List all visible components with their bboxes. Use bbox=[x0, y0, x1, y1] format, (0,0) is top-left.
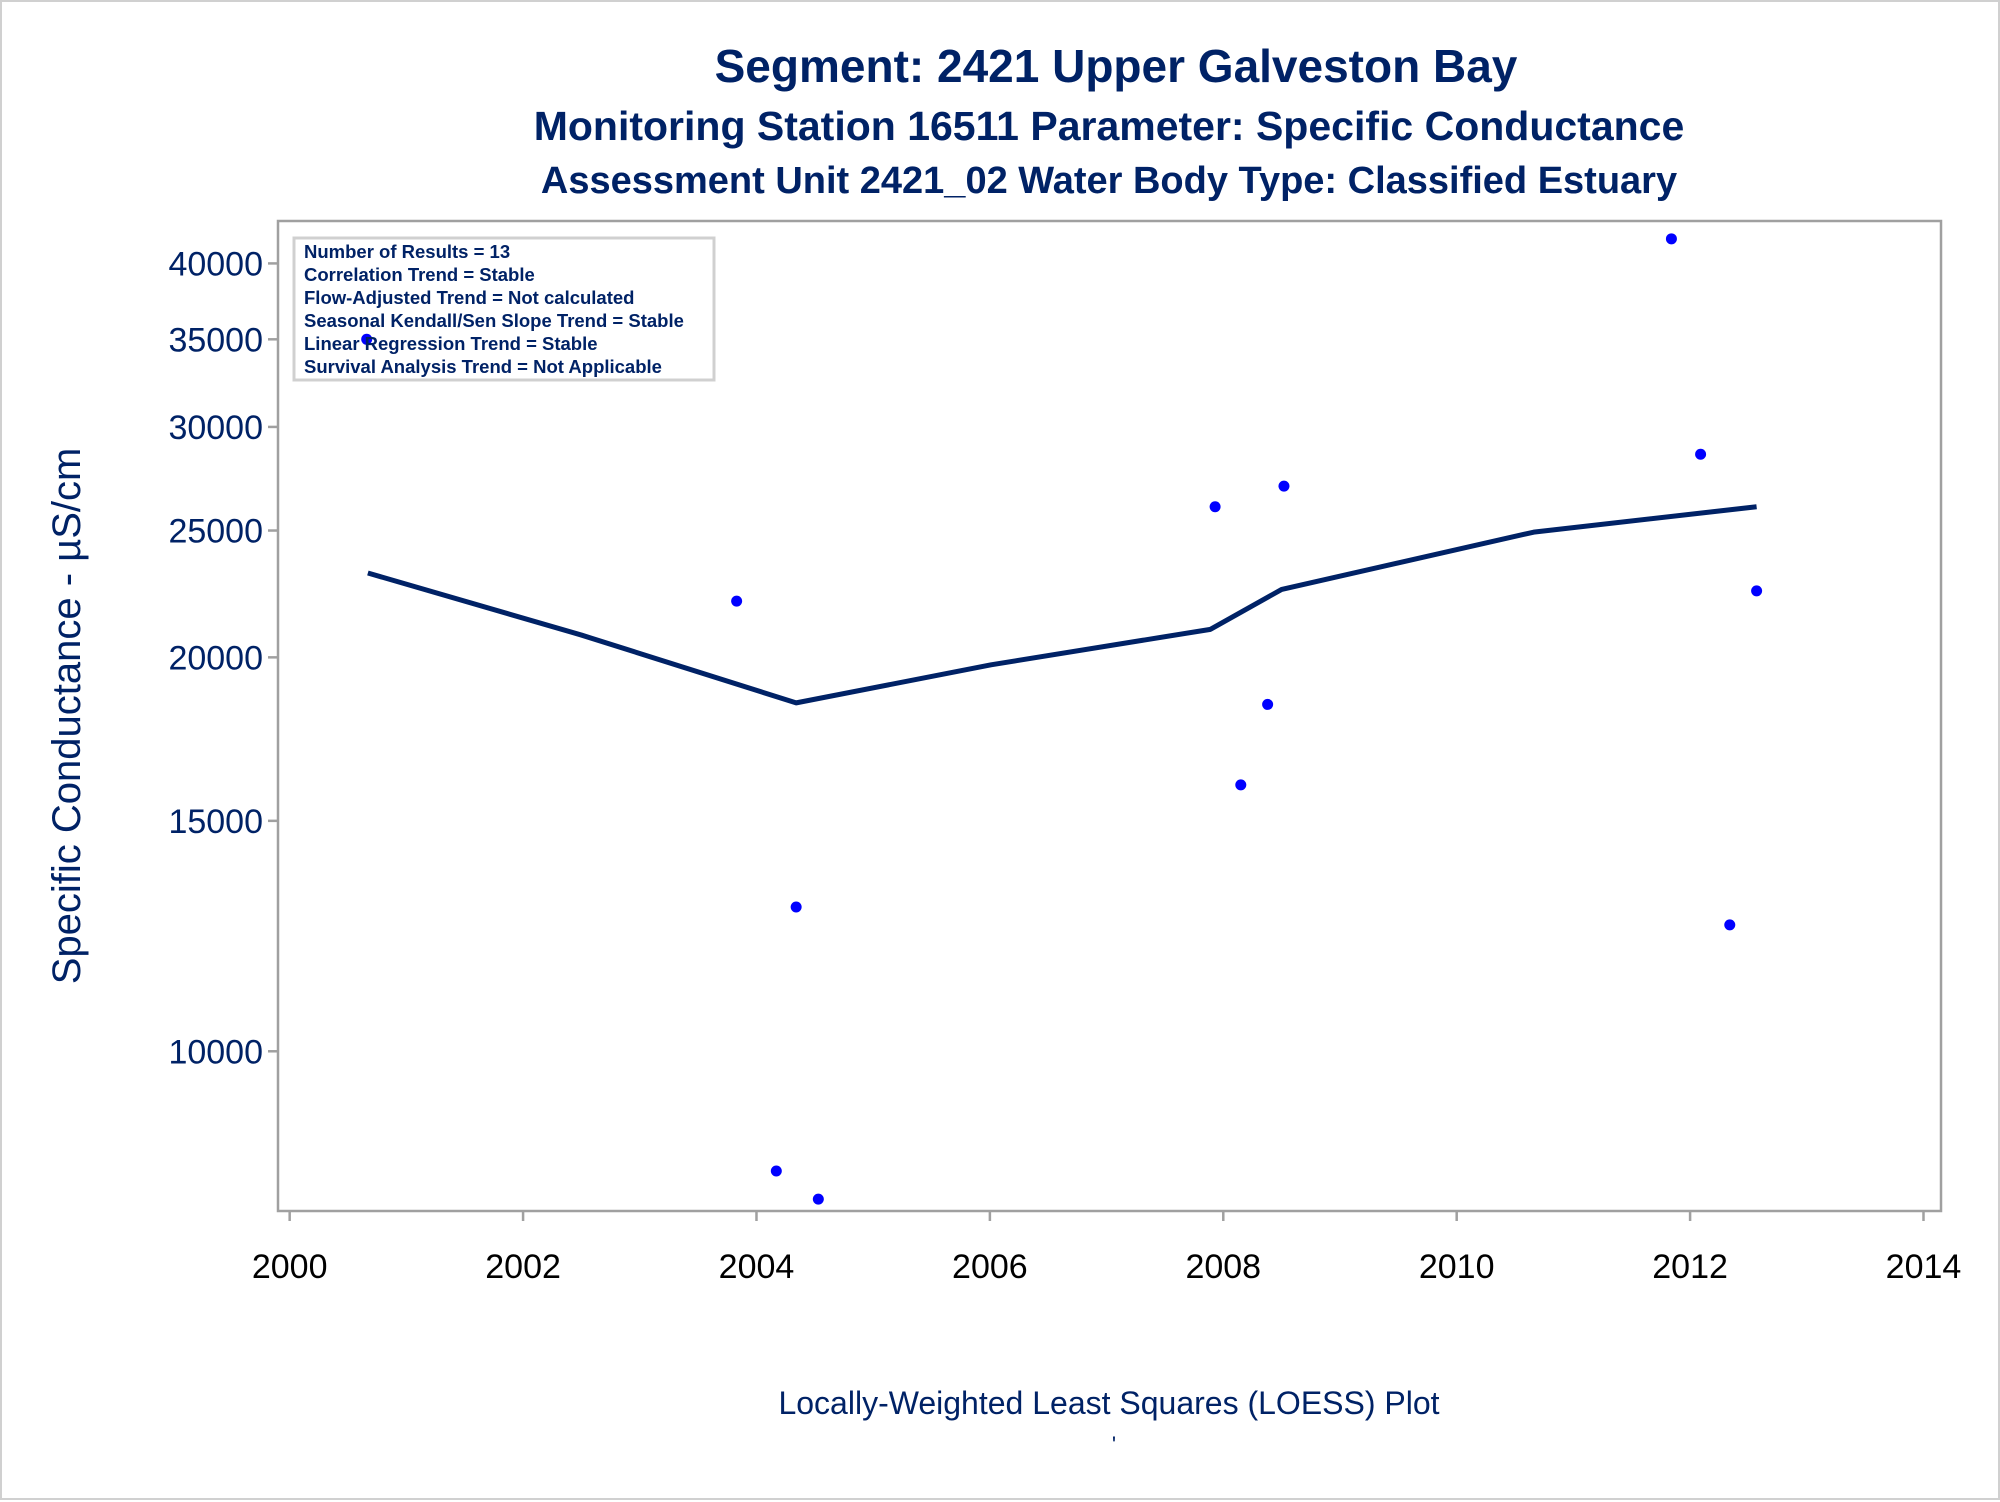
legend-line: Survival Analysis Trend = Not Applicable bbox=[304, 356, 662, 377]
data-point bbox=[770, 1165, 782, 1177]
x-tick-label: 2014 bbox=[1886, 1248, 1962, 1286]
legend-line: Flow-Adjusted Trend = Not calculated bbox=[304, 287, 634, 308]
y-tick-label: 15000 bbox=[168, 803, 263, 841]
y-axis-label: Specific Conductance - µS/cm bbox=[45, 448, 89, 985]
data-point bbox=[731, 595, 743, 607]
data-points-layer bbox=[361, 233, 1763, 1205]
x-tick-label: 2002 bbox=[485, 1248, 561, 1286]
y-tick-label: 20000 bbox=[168, 639, 263, 677]
loess-line bbox=[367, 504, 1757, 706]
chart-footnote: Locally-Weighted Least Squares (LOESS) P… bbox=[778, 1385, 1439, 1421]
data-point bbox=[1209, 501, 1221, 513]
y-tick-label: 10000 bbox=[168, 1033, 263, 1071]
chart-subtitle-2: Assessment Unit 2421_02 Water Body Type:… bbox=[541, 160, 1677, 202]
y-tick-label: 25000 bbox=[168, 513, 263, 551]
y-axis: 10000 15000 20000 25000 30000 35000 40000 bbox=[168, 245, 278, 1071]
x-tick-label: 2004 bbox=[719, 1248, 795, 1286]
x-tick-label: 2012 bbox=[1652, 1248, 1728, 1286]
x-tick-label: 2000 bbox=[252, 1248, 328, 1286]
data-point bbox=[1665, 233, 1677, 245]
x-tick-label: 2010 bbox=[1419, 1248, 1495, 1286]
chart-subtitle: Monitoring Station 16511 Parameter: Spec… bbox=[534, 103, 1685, 149]
legend-line: Linear Regression Trend = Stable bbox=[304, 333, 598, 354]
data-point bbox=[361, 333, 373, 345]
legend-line: Seasonal Kendall/Sen Slope Trend = Stabl… bbox=[304, 310, 684, 331]
legend-line: Number of Results = 13 bbox=[304, 241, 510, 262]
data-point bbox=[1235, 779, 1247, 791]
x-axis: 2000 2002 2004 2006 2008 2010 2012 2014 bbox=[252, 1211, 1961, 1286]
data-point bbox=[1751, 585, 1763, 597]
y-tick-label: 40000 bbox=[168, 245, 263, 283]
y-tick-label: 30000 bbox=[168, 409, 263, 447]
data-point bbox=[1262, 698, 1274, 710]
data-point bbox=[1695, 448, 1707, 460]
footnote-mark: ' bbox=[1112, 1432, 1116, 1457]
y-tick-label: 35000 bbox=[168, 321, 263, 359]
data-point bbox=[812, 1193, 824, 1205]
data-point bbox=[1724, 919, 1736, 931]
chart-title: Segment: 2421 Upper Galveston Bay bbox=[715, 40, 1518, 92]
legend-frame bbox=[292, 236, 716, 382]
legend-line: Correlation Trend = Stable bbox=[304, 264, 535, 285]
data-point bbox=[790, 901, 802, 913]
data-point bbox=[1278, 480, 1290, 492]
plot-frame bbox=[276, 219, 1943, 1213]
loess-line-layer bbox=[367, 504, 1757, 706]
x-tick-label: 2008 bbox=[1185, 1248, 1261, 1286]
legend-box: Number of Results = 13 Correlation Trend… bbox=[292, 236, 716, 382]
x-tick-label: 2006 bbox=[952, 1248, 1028, 1286]
